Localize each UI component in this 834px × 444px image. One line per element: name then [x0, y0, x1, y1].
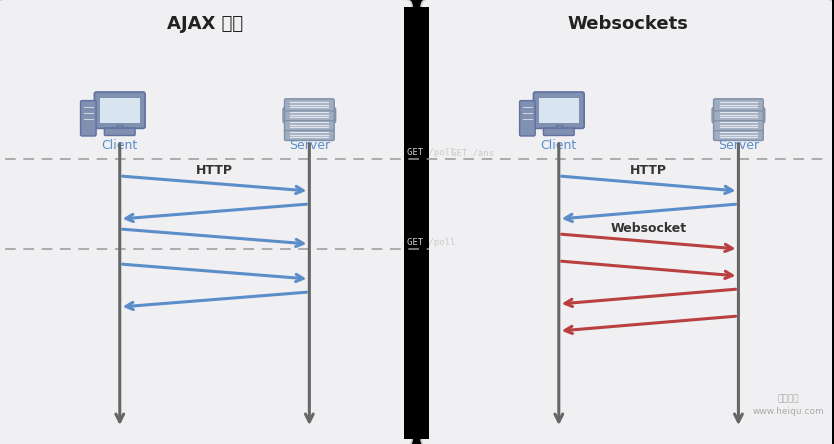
FancyBboxPatch shape — [284, 128, 334, 140]
Text: GET /poll: GET /poll — [407, 148, 455, 157]
FancyBboxPatch shape — [81, 101, 96, 136]
Text: GET /ans: GET /ans — [451, 148, 494, 157]
Bar — [100, 98, 139, 123]
FancyBboxPatch shape — [520, 101, 535, 136]
Bar — [117, 125, 123, 130]
FancyBboxPatch shape — [284, 109, 334, 121]
Text: Client: Client — [102, 139, 138, 152]
Bar — [556, 125, 561, 130]
FancyBboxPatch shape — [712, 107, 765, 123]
FancyBboxPatch shape — [534, 92, 584, 128]
Text: Websockets: Websockets — [567, 15, 688, 33]
Text: Client: Client — [540, 139, 577, 152]
Bar — [404, 7, 429, 439]
FancyBboxPatch shape — [284, 119, 334, 131]
FancyBboxPatch shape — [714, 99, 763, 111]
Text: Server: Server — [718, 139, 759, 152]
FancyBboxPatch shape — [714, 128, 763, 140]
FancyBboxPatch shape — [0, 0, 412, 444]
FancyBboxPatch shape — [544, 128, 574, 135]
FancyBboxPatch shape — [714, 119, 763, 131]
Text: Websocket: Websocket — [610, 222, 686, 234]
Text: GET /poll: GET /poll — [407, 238, 455, 247]
FancyBboxPatch shape — [94, 92, 145, 128]
Text: HTTP: HTTP — [631, 163, 667, 177]
FancyBboxPatch shape — [283, 107, 335, 123]
FancyBboxPatch shape — [714, 109, 763, 121]
FancyBboxPatch shape — [104, 128, 135, 135]
Text: HTTP: HTTP — [196, 163, 233, 177]
Text: Server: Server — [289, 139, 330, 152]
Text: 黑区网络
www.heiqu.com: 黑区网络 www.heiqu.com — [752, 395, 824, 416]
Bar — [539, 98, 579, 123]
FancyBboxPatch shape — [284, 99, 334, 111]
Text: AJAX 轪询: AJAX 轪询 — [167, 15, 243, 33]
FancyBboxPatch shape — [421, 0, 834, 444]
